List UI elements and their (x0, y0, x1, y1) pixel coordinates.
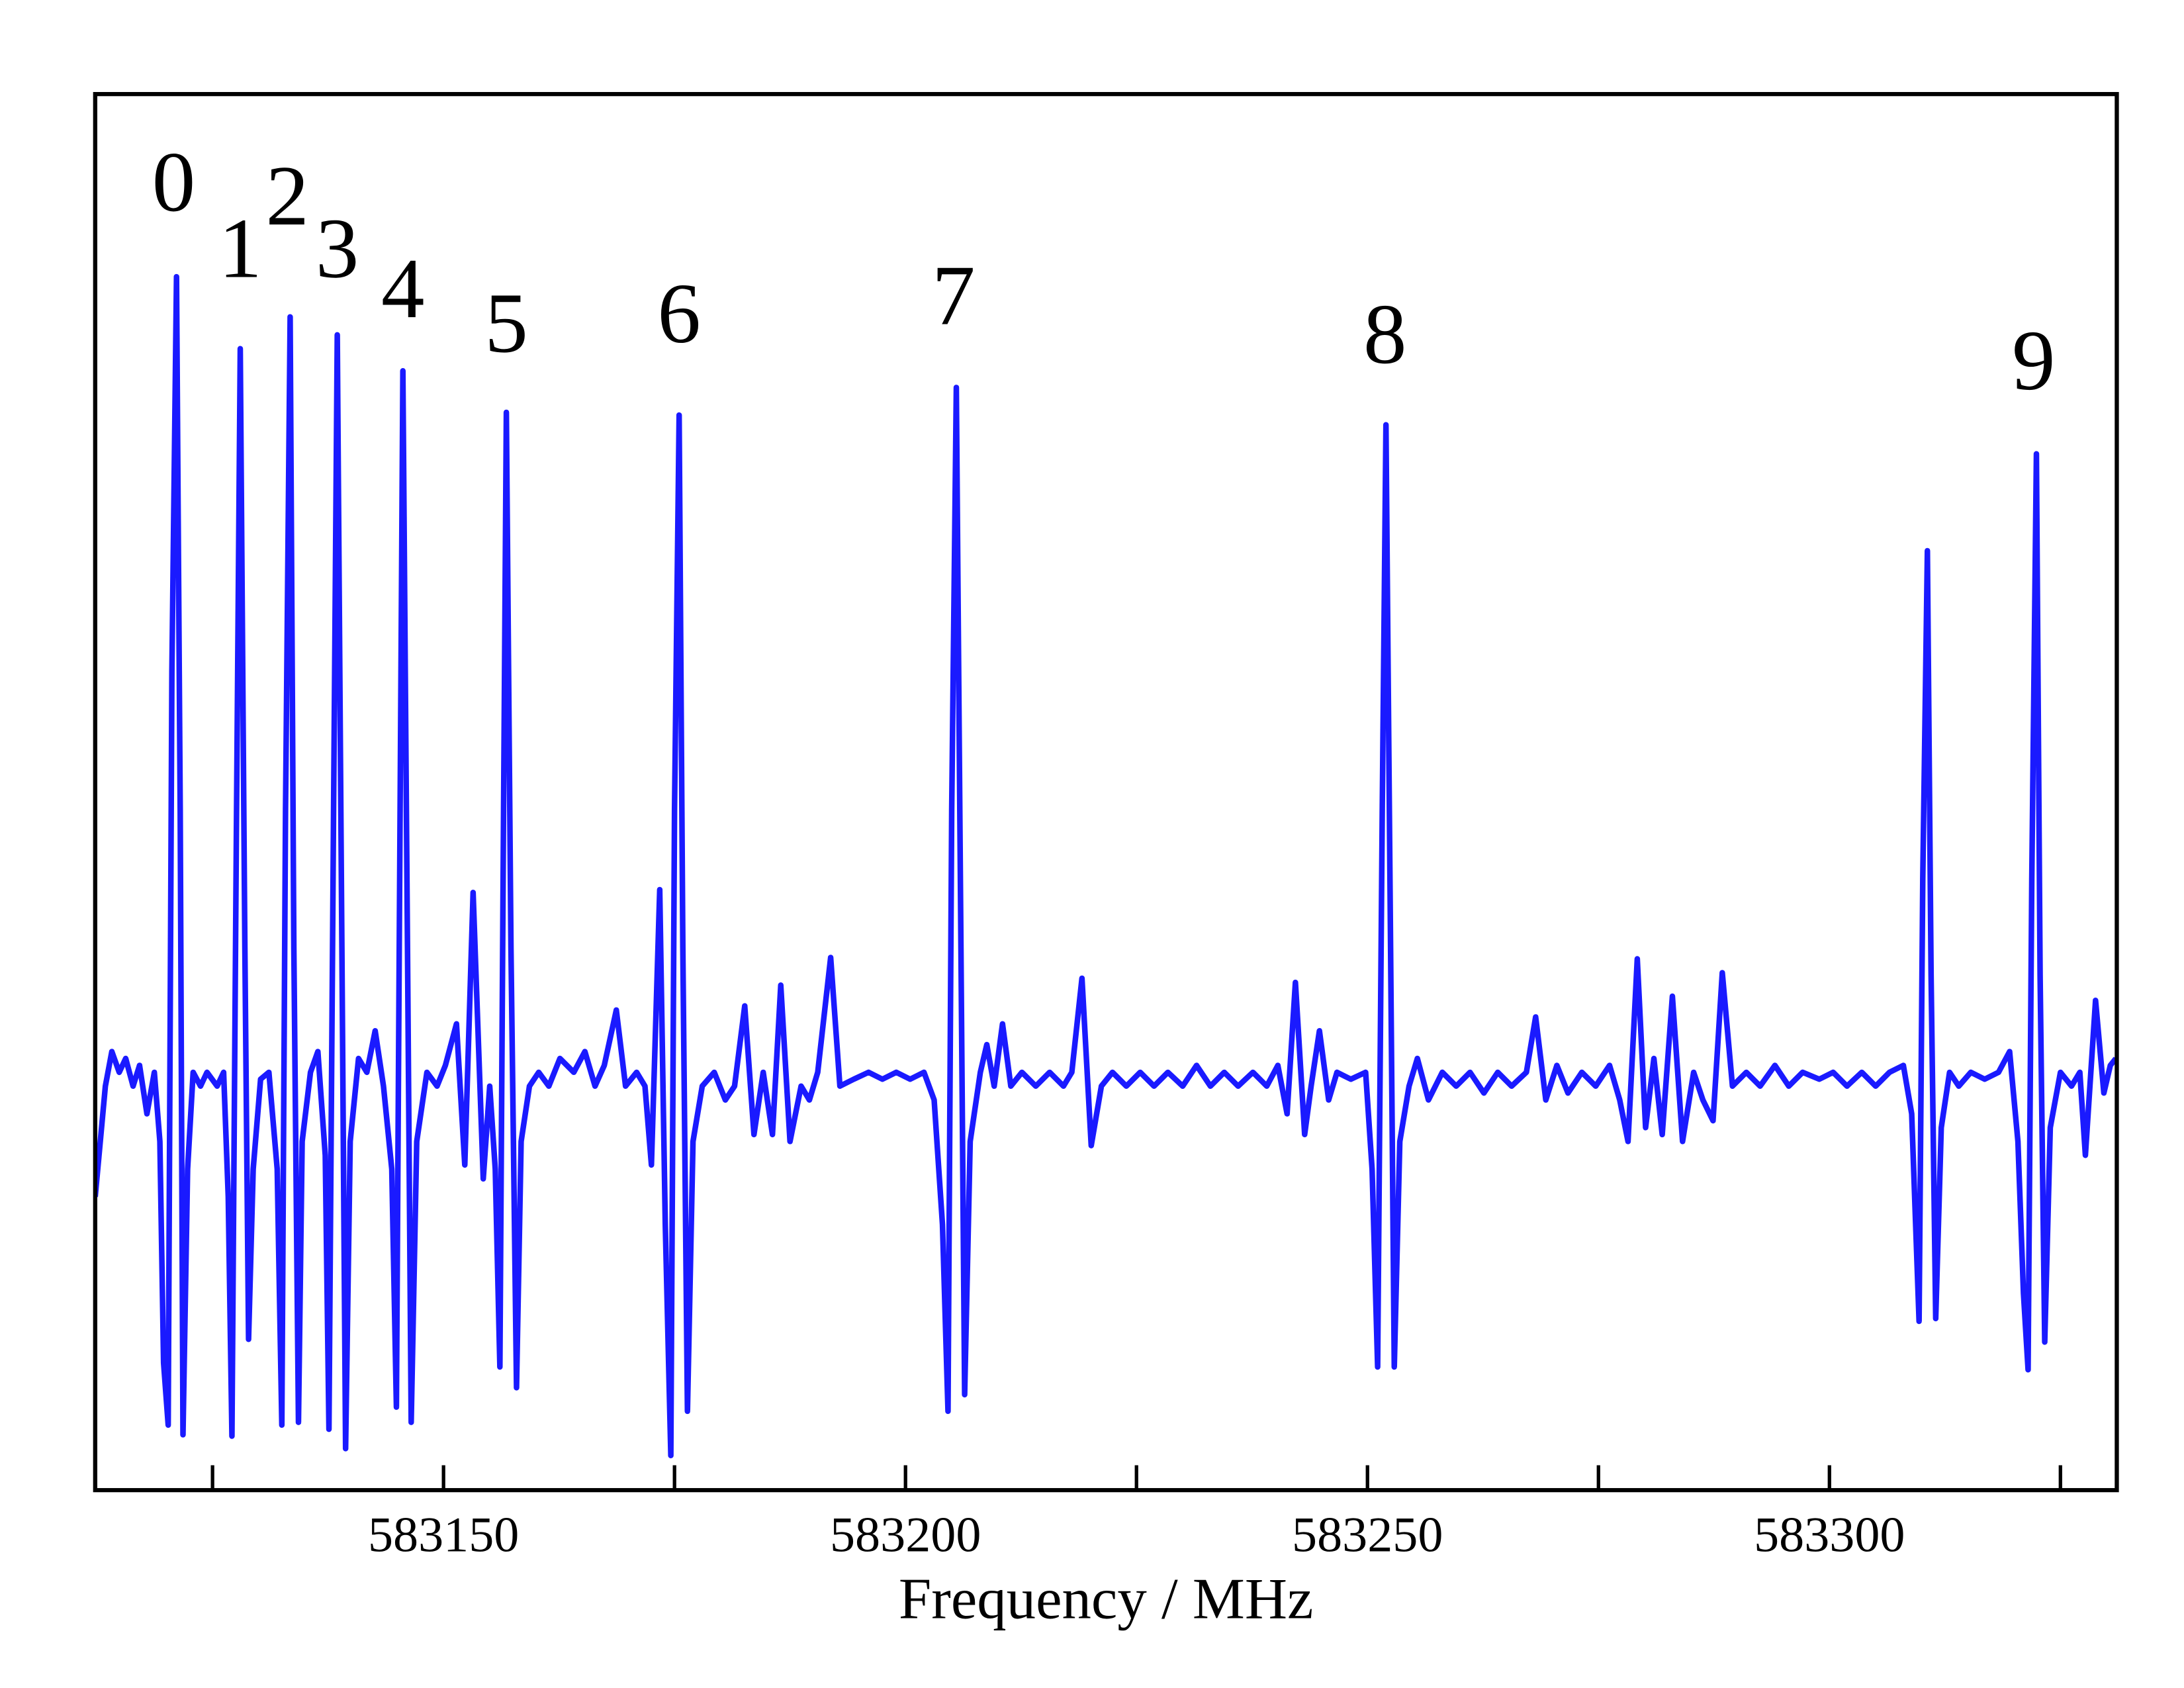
x-tick-label: 583200 (830, 1508, 981, 1563)
x-axis-label: Frequency / MHz (899, 1567, 1314, 1631)
x-tick-label: 583250 (1292, 1508, 1443, 1563)
spectrum-line (95, 273, 2117, 1459)
peak-label: 6 (657, 266, 701, 361)
peak-label: 0 (152, 135, 196, 230)
peak-label: 2 (265, 149, 309, 244)
peak-label: 3 (316, 201, 359, 296)
peak-label: 8 (1363, 287, 1407, 382)
peak-label: 4 (381, 242, 425, 336)
peak-label: 7 (932, 248, 976, 343)
peak-label: 5 (484, 276, 528, 371)
peak-label: 9 (2012, 314, 2056, 408)
x-tick-label: 583150 (368, 1508, 519, 1563)
plot-frame (93, 91, 2119, 1493)
peak-label: 1 (218, 201, 262, 296)
x-tick-label: 583300 (1754, 1508, 1905, 1563)
